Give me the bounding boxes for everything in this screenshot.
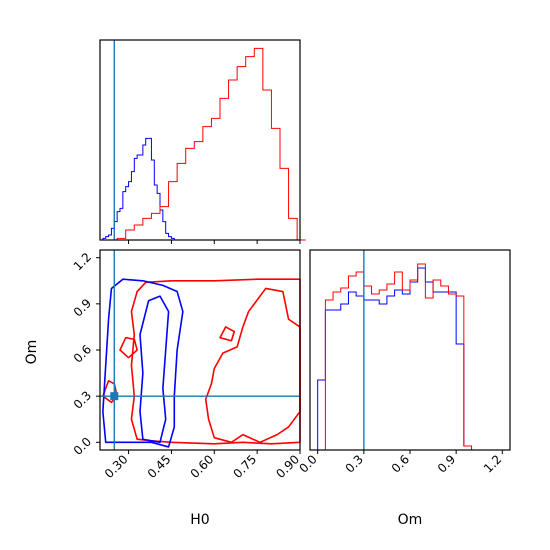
y-tick-label: 0.0 [71,435,94,458]
histogram-panel-om: 0.0 0.3 0.6 0.9 1.2 [296,249,511,476]
x-tick-label: 0.9 [435,452,458,475]
contour-series_b-4 [119,336,138,359]
y-tick-label: 0.9 [71,296,94,319]
y-tick-label: 0.3 [71,388,94,411]
x-tick-label: 0.60 [188,452,217,481]
x-tick-label: 0.6 [389,452,412,475]
contour-series_b-0 [130,278,301,445]
histogram-step-series_b [100,47,306,241]
x-tick-label: 0.75 [230,452,259,481]
contour-panel-h0-om: 0.30 0.45 0.60 0.75 0.900.00.30.60.91.2 [71,249,302,481]
contour-series_a-5 [102,278,184,448]
histogram-step-series_b [310,263,487,451]
x-tick-label: 1.2 [481,452,504,475]
y-tick-label: 0.6 [71,342,94,365]
x-tick-label: 0.45 [145,452,174,481]
contour-series_b-1 [204,287,301,444]
x-tick-label: 0.3 [343,452,366,475]
histogram-step-series_a [310,267,487,451]
x-tick-label: 0.30 [102,452,131,481]
truth-marker [110,392,119,401]
x-axis-label-om: Om [398,512,423,528]
y-tick-label: 1.2 [71,250,94,273]
contour-series_a-6 [139,295,170,444]
contour-series_b-3 [219,326,236,342]
axes-frame [99,39,301,241]
y-axis-label-om: Om [24,340,40,365]
x-tick-label: 0.0 [296,452,319,475]
histogram-panel-h0 [99,39,306,244]
x-axis-label-h0: H0 [190,512,209,528]
